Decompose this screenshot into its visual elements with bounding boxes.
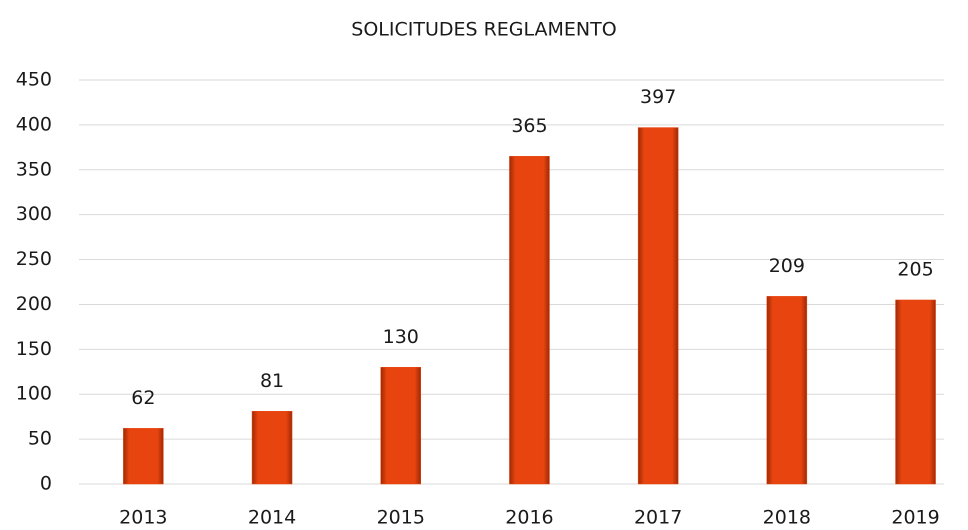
data-label: 205 [897,258,933,280]
y-tick-label: 250 [16,248,52,270]
bar [637,127,679,485]
data-label: 130 [383,326,419,348]
x-tick-label: 2014 [248,507,296,529]
x-tick-label: 2019 [891,507,939,529]
y-tick-label: 100 [16,383,52,405]
bar [766,296,808,485]
x-tick-label: 2015 [377,507,425,529]
y-tick-label: 50 [28,428,52,450]
chart-title: SOLICITUDES REGLAMENTO [351,19,616,41]
bar [123,428,164,485]
data-label: 365 [511,115,547,137]
y-tick-label: 350 [16,158,52,180]
y-tick-label: 150 [16,338,52,360]
y-tick-label: 400 [16,113,52,135]
y-tick-label: 200 [16,293,52,315]
data-label: 209 [769,255,805,277]
bar [509,156,550,485]
y-tick-label: 450 [16,69,52,91]
data-label: 397 [640,86,676,108]
x-tick-label: 2013 [119,507,167,529]
x-tick-label: 2018 [763,507,811,529]
bar [380,367,421,485]
x-tick-label: 2016 [505,507,553,529]
y-tick-label: 300 [16,203,52,225]
y-tick-label: 0 [40,473,52,495]
data-label: 62 [131,387,155,409]
x-tick-label: 2017 [634,507,682,529]
bar [251,411,293,485]
data-label: 81 [260,370,284,392]
bar [895,299,936,485]
